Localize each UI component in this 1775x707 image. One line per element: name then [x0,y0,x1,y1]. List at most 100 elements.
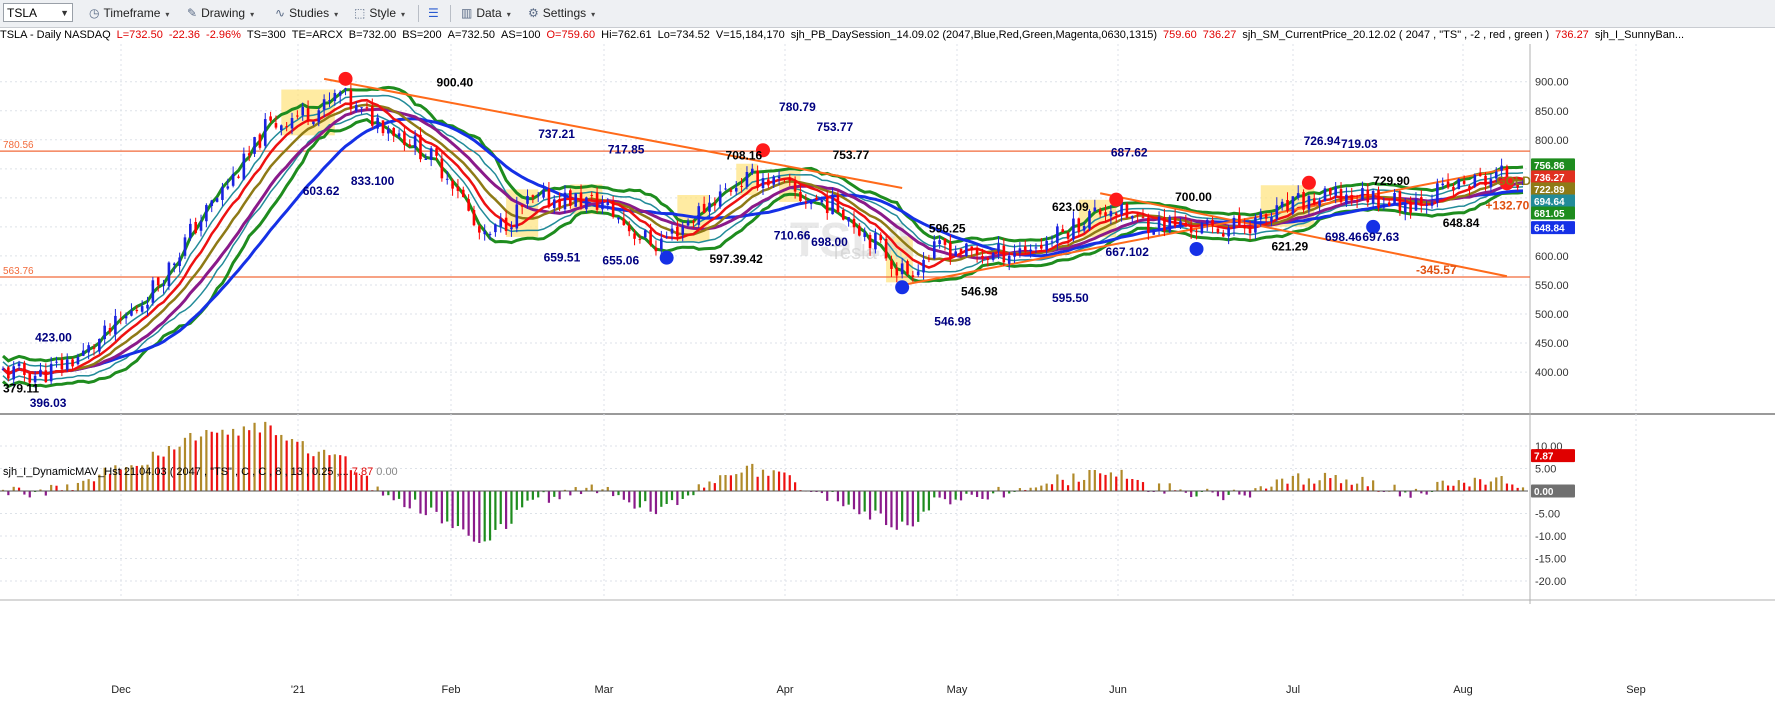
candle[interactable] [1061,224,1065,233]
candle[interactable] [419,127,422,163]
candle[interactable] [71,357,74,370]
candle[interactable] [445,170,449,185]
candle[interactable] [900,258,904,279]
candle[interactable] [713,197,717,212]
candle[interactable] [178,252,181,273]
candle[interactable] [167,261,171,291]
candle[interactable] [804,194,808,209]
candle[interactable] [322,94,326,118]
candle[interactable] [205,203,208,228]
pivot-marker[interactable] [338,71,353,86]
candle[interactable] [199,214,203,237]
candle[interactable] [242,147,246,181]
candle[interactable] [1275,197,1279,221]
candle[interactable] [1334,182,1337,204]
candle[interactable] [1109,204,1113,225]
candle[interactable] [1329,187,1332,200]
candle[interactable] [1088,209,1091,231]
candle[interactable] [1200,221,1204,235]
candle[interactable] [708,195,711,218]
candle[interactable] [1077,217,1081,238]
pivot-marker[interactable] [1109,192,1124,207]
candle[interactable] [1216,225,1220,235]
candle[interactable] [483,224,486,241]
candle[interactable] [317,108,321,127]
candle[interactable] [1093,199,1097,212]
candle[interactable] [1403,197,1407,221]
candle[interactable] [890,255,893,278]
candle[interactable] [33,371,37,388]
candle[interactable] [884,236,888,261]
candle[interactable] [451,178,454,196]
candle[interactable] [1286,192,1289,213]
candle[interactable] [344,87,347,96]
candle[interactable] [1446,173,1450,190]
candle[interactable] [949,234,952,265]
candle[interactable] [49,356,53,385]
candle[interactable] [1189,219,1193,239]
candle[interactable] [847,217,850,227]
candle[interactable] [841,207,845,221]
candle[interactable] [1184,214,1188,227]
candle[interactable] [997,236,1000,260]
candle[interactable] [1350,187,1354,206]
candle[interactable] [1398,190,1402,216]
candle[interactable] [1168,215,1172,234]
candle[interactable] [1473,173,1477,189]
candle[interactable] [654,240,658,256]
candle[interactable] [1104,204,1107,221]
candle[interactable] [1361,181,1364,201]
candle[interactable] [943,238,947,251]
candle[interactable] [692,219,695,228]
candle[interactable] [868,232,872,256]
candle[interactable] [151,276,155,306]
candle[interactable] [895,262,899,283]
candle[interactable] [649,223,652,247]
candle[interactable] [601,195,604,215]
chevron-down-icon[interactable]: ▼ [60,8,69,18]
candle[interactable] [1366,183,1370,207]
candle[interactable] [959,247,963,258]
pivot-marker[interactable] [659,250,674,265]
candle[interactable] [874,228,877,254]
candle[interactable] [392,126,396,143]
candle[interactable] [124,312,128,325]
style-button[interactable]: ⬚ Style ▾ [354,6,406,20]
candle[interactable] [1152,228,1156,235]
candle[interactable] [1157,211,1161,236]
candle[interactable] [1494,167,1498,183]
candle[interactable] [1179,217,1182,229]
candle[interactable] [231,166,235,188]
candle[interactable] [510,221,513,237]
candle[interactable] [574,192,577,207]
candle[interactable] [7,365,10,382]
candle[interactable] [408,139,412,147]
candle[interactable] [424,153,428,160]
candle[interactable] [119,311,123,325]
candle[interactable] [697,202,701,229]
candle[interactable] [360,107,363,115]
candle[interactable] [1248,220,1252,241]
candle[interactable] [1136,212,1139,223]
drawing-button[interactable]: ✎ Drawing ▾ [187,6,255,20]
candle[interactable] [349,84,353,115]
candle[interactable] [622,210,626,226]
candle[interactable] [799,184,802,202]
candle[interactable] [456,179,460,199]
candle[interactable] [1050,235,1054,247]
candle[interactable] [306,100,310,125]
candle[interactable] [526,189,529,209]
candle[interactable] [638,234,642,244]
pivot-marker[interactable] [1366,219,1381,234]
candle[interactable] [130,303,133,317]
candle[interactable] [499,213,503,233]
candle[interactable] [970,246,974,258]
candle[interactable] [975,245,979,263]
candle[interactable] [478,224,481,240]
candle[interactable] [1125,202,1129,219]
candle[interactable] [376,113,379,134]
candle[interactable] [194,217,197,235]
candle[interactable] [103,320,106,345]
candle[interactable] [831,187,834,215]
